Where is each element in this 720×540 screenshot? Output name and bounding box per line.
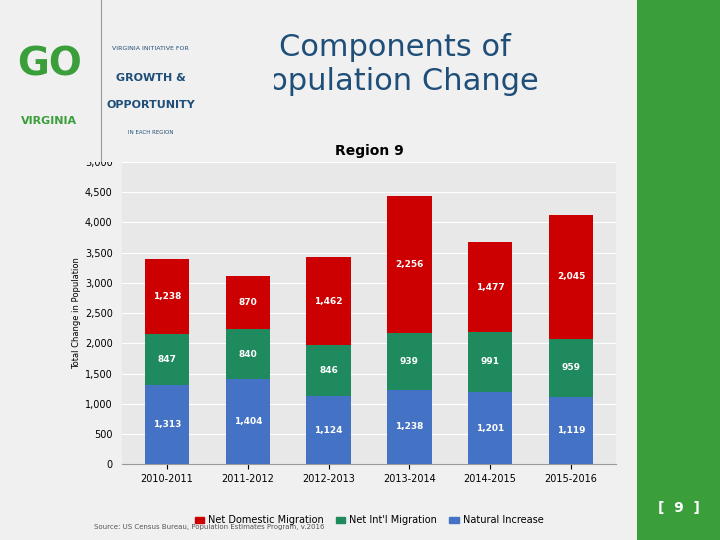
Text: 959: 959 [562,363,580,372]
Bar [549,215,593,339]
Text: VIRGINIA INITIATIVE FOR: VIRGINIA INITIATIVE FOR [112,46,189,51]
Bar [387,389,431,464]
Bar [307,396,351,464]
Text: 1,201: 1,201 [476,423,504,433]
Bar [225,329,270,380]
Text: 840: 840 [238,349,257,359]
Text: 870: 870 [238,298,257,307]
Bar [468,242,513,332]
Text: 1,477: 1,477 [476,282,505,292]
Text: VIRGINIA: VIRGINIA [21,117,77,126]
Text: 1,313: 1,313 [153,420,181,429]
Bar [468,332,513,392]
Bar [307,345,351,396]
Text: 847: 847 [158,355,176,364]
Text: 1,124: 1,124 [315,426,343,435]
Text: OPPORTUNITY: OPPORTUNITY [106,100,195,110]
Bar [468,392,513,464]
Text: 1,404: 1,404 [233,417,262,427]
Bar [387,333,431,389]
Bar [225,380,270,464]
Text: 1,119: 1,119 [557,426,585,435]
Bar [225,276,270,329]
Text: 1,238: 1,238 [153,292,181,301]
Bar [549,397,593,464]
Text: IN EACH REGION: IN EACH REGION [127,130,174,136]
Title: Region 9: Region 9 [335,144,403,158]
Text: GO: GO [17,46,81,84]
Bar [549,339,593,397]
Bar [145,334,189,385]
Text: 846: 846 [319,366,338,375]
Text: [  9  ]: [ 9 ] [657,501,700,515]
Text: 2,256: 2,256 [395,260,423,269]
Text: Components of
Population Change: Components of Population Change [252,33,539,96]
Text: Source: US Census Bureau, Population Estimates Program, v.2016: Source: US Census Bureau, Population Est… [94,524,324,530]
Legend: Net Domestic Migration, Net Int'l Migration, Natural Increase: Net Domestic Migration, Net Int'l Migrat… [191,511,547,529]
Text: 939: 939 [400,356,419,366]
Bar [145,385,189,464]
Text: 2,045: 2,045 [557,272,585,281]
Text: 1,238: 1,238 [395,422,423,431]
Bar [387,197,431,333]
Bar [307,257,351,345]
Text: GROWTH &: GROWTH & [116,73,185,83]
Text: 991: 991 [481,357,500,366]
Text: 1,462: 1,462 [315,296,343,306]
Y-axis label: Total Change in Population: Total Change in Population [71,257,81,369]
Bar [145,259,189,334]
